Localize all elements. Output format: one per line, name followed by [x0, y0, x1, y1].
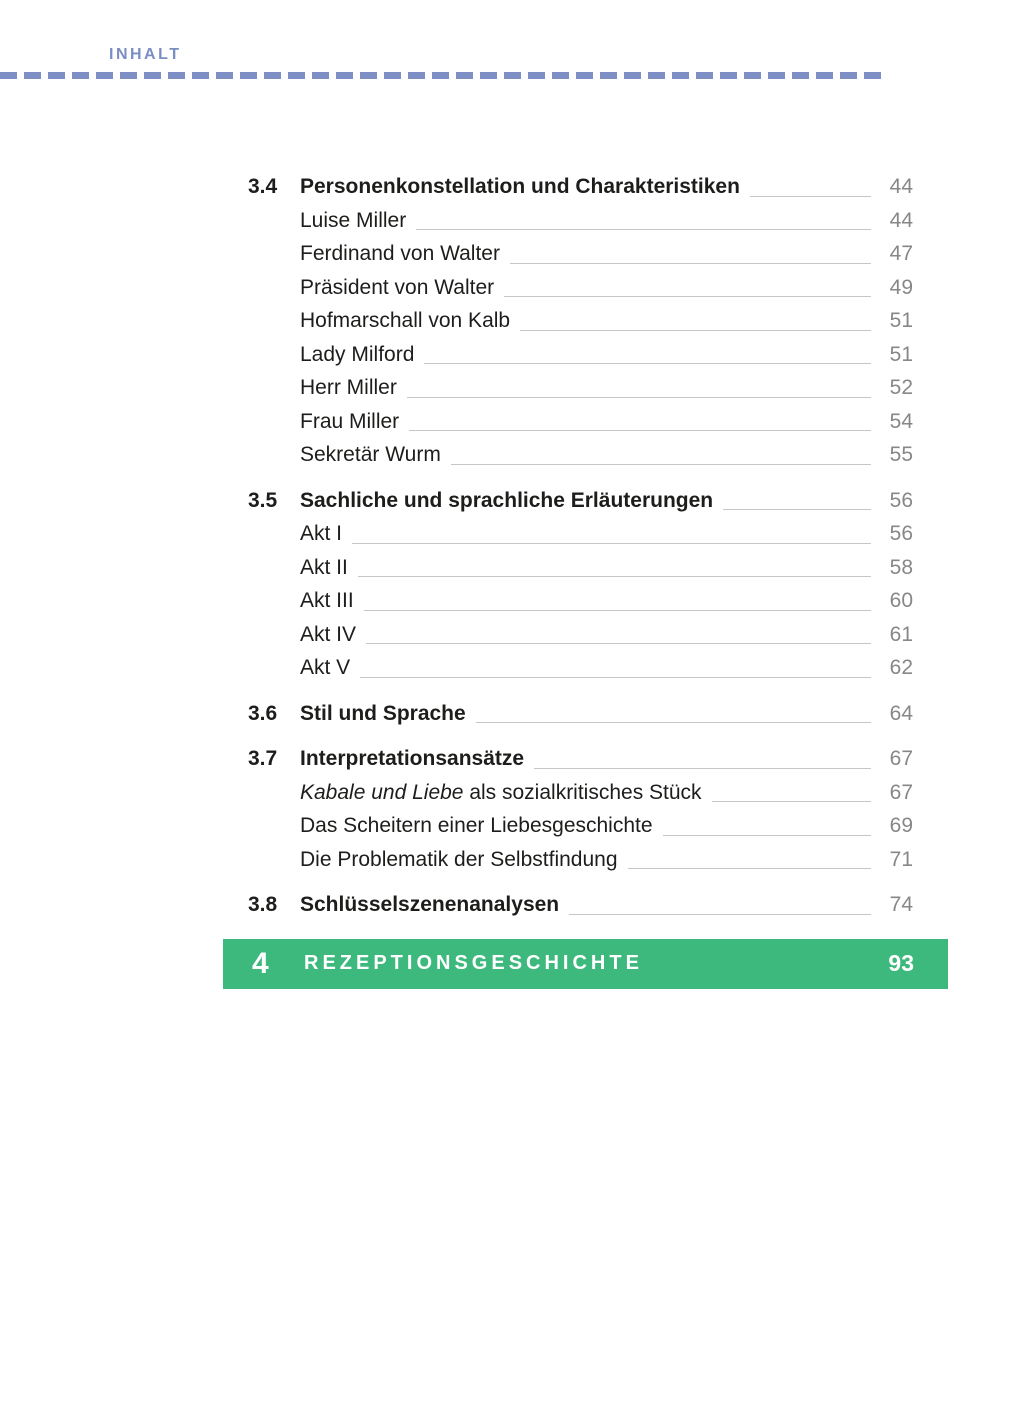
- toc-row-sekretaer-wurm: Sekretär Wurm 55: [248, 438, 913, 472]
- toc-row-kabale-und-liebe-stueck: Kabale und Liebe als sozialkritisches St…: [248, 776, 913, 810]
- banner-title: REZEPTIONSGESCHICHTE: [304, 952, 643, 974]
- entry-label: Luise Miller: [300, 208, 407, 232]
- toc-list: 3.4 Personenkonstellation und Charakteri…: [223, 170, 948, 922]
- entry-label: Kabale und Liebe als sozialkritisches St…: [300, 776, 702, 810]
- toc-row-akt-1: Akt I 56: [248, 517, 913, 551]
- section-number: 3.4: [248, 175, 278, 198]
- page-number: 69: [889, 814, 913, 837]
- page-number: 71: [889, 847, 913, 871]
- dot-leader: [504, 296, 871, 297]
- entry-label: Akt V: [300, 656, 351, 679]
- banner-section-number: 4: [252, 946, 269, 980]
- entry-label-rest: als sozialkritisches Stück: [463, 780, 702, 804]
- entry-label: Frau Miller: [300, 409, 400, 433]
- entry-label: Sekretär Wurm: [300, 443, 441, 466]
- toc-row-luise-miller: Luise Miller 44: [248, 204, 913, 238]
- section-number: 3.5: [248, 488, 278, 512]
- page-number: 44: [889, 208, 913, 232]
- entry-label: Schlüsselszenenanalysen: [300, 893, 560, 916]
- page-number: 61: [889, 622, 913, 646]
- page-number: 52: [889, 376, 913, 399]
- toc-row-lady-milford: Lady Milford 51: [248, 338, 913, 372]
- toc-row-akt-2: Akt II 58: [248, 551, 913, 585]
- section-number: 3.6: [248, 701, 278, 725]
- toc-row-3-5: 3.5 Sachliche und sprachliche Erläuterun…: [248, 484, 913, 518]
- page-number: 56: [889, 488, 913, 512]
- toc-row-das-scheitern: Das Scheitern einer Liebesgeschichte 69: [248, 809, 913, 843]
- page-number: 64: [889, 701, 913, 725]
- entry-label: Lady Milford: [300, 342, 415, 366]
- dot-leader: [662, 834, 871, 836]
- toc-row-3-6: 3.6 Stil und Sprache 64: [248, 697, 913, 731]
- dot-leader: [723, 509, 871, 510]
- section-number: 3.8: [248, 893, 278, 916]
- entry-label: Hofmarschall von Kalb: [300, 309, 511, 332]
- section-4-banner: 4 REZEPTIONSGESCHICHTE 93: [223, 938, 948, 989]
- page-number: 44: [889, 175, 913, 198]
- entry-label: Die Problematik der Selbstfindung: [300, 847, 618, 871]
- dot-leader: [569, 913, 871, 915]
- page-number: 58: [889, 555, 913, 579]
- dot-leader: [749, 195, 871, 197]
- entry-label: Stil und Sprache: [300, 701, 466, 725]
- toc-row-frau-miller: Frau Miller 54: [248, 405, 913, 439]
- entry-label: Ferdinand von Walter: [300, 242, 500, 265]
- toc-row-hofmarschall-von-kalb: Hofmarschall von Kalb 51: [248, 304, 913, 338]
- toc-row-herr-miller: Herr Miller 52: [248, 371, 913, 405]
- page-number: 74: [889, 893, 913, 916]
- entry-label-italic: Kabale und Liebe: [300, 780, 464, 804]
- entry-label: Präsident von Walter: [300, 275, 495, 299]
- entry-label: Akt III: [300, 589, 354, 612]
- dot-leader: [366, 643, 871, 644]
- page-number: 67: [889, 747, 913, 770]
- entry-label: Sachliche und sprachliche Erläuterungen: [300, 488, 714, 512]
- section-number: 3.7: [248, 747, 278, 770]
- entry-label: Herr Miller: [300, 376, 397, 399]
- dashed-rule: [0, 72, 886, 79]
- toc-row-ferdinand-von-walter: Ferdinand von Walter 47: [248, 237, 913, 271]
- dot-leader: [416, 229, 871, 230]
- page-number: 47: [889, 242, 913, 265]
- toc-row-3-8: 3.8 Schlüsselszenenanalysen 74: [248, 888, 913, 922]
- toc-row-akt-4: Akt IV 61: [248, 618, 913, 652]
- dot-leader: [520, 329, 871, 331]
- page-number: 56: [889, 522, 913, 545]
- page-number: 51: [889, 342, 913, 366]
- entry-label: Das Scheitern einer Liebesgeschichte: [300, 814, 653, 837]
- dot-leader: [711, 801, 871, 802]
- dot-leader: [409, 430, 871, 431]
- dot-leader: [627, 868, 871, 869]
- toc-row-akt-3: Akt III 60: [248, 584, 913, 618]
- toc-row-praesident-von-walter: Präsident von Walter 49: [248, 271, 913, 305]
- page-title: INHALT: [109, 46, 182, 63]
- toc-row-die-problematik: Die Problematik der Selbstfindung 71: [248, 843, 913, 877]
- page-number: 55: [889, 443, 913, 466]
- page-number: 54: [889, 409, 913, 433]
- dot-leader: [509, 262, 871, 264]
- toc-content: 3.4 Personenkonstellation und Charakteri…: [223, 170, 948, 989]
- toc-row-3-4: 3.4 Personenkonstellation und Charakteri…: [248, 170, 913, 204]
- banner-page-number: 93: [888, 950, 914, 976]
- dot-leader: [534, 767, 871, 769]
- dot-leader: [450, 463, 871, 465]
- page-number: 51: [889, 309, 913, 332]
- toc-row-akt-5: Akt V 62: [248, 651, 913, 685]
- dot-leader: [363, 609, 871, 611]
- dot-leader: [352, 542, 871, 544]
- dot-leader: [406, 396, 871, 398]
- dot-leader: [360, 676, 871, 678]
- page-number: 67: [889, 780, 913, 804]
- entry-label: Interpretationsansätze: [300, 747, 525, 770]
- entry-label: Akt IV: [300, 622, 357, 646]
- page-number: 60: [889, 589, 913, 612]
- page-number: 62: [889, 656, 913, 679]
- page-number: 49: [889, 275, 913, 299]
- entry-label: Akt II: [300, 555, 348, 579]
- dot-leader: [475, 722, 871, 723]
- dot-leader: [357, 576, 871, 577]
- toc-row-3-7: 3.7 Interpretationsansätze 67: [248, 742, 913, 776]
- entry-label: Akt I: [300, 522, 343, 545]
- dot-leader: [424, 363, 871, 364]
- entry-label: Personenkonstellation und Charakteristik…: [300, 175, 740, 198]
